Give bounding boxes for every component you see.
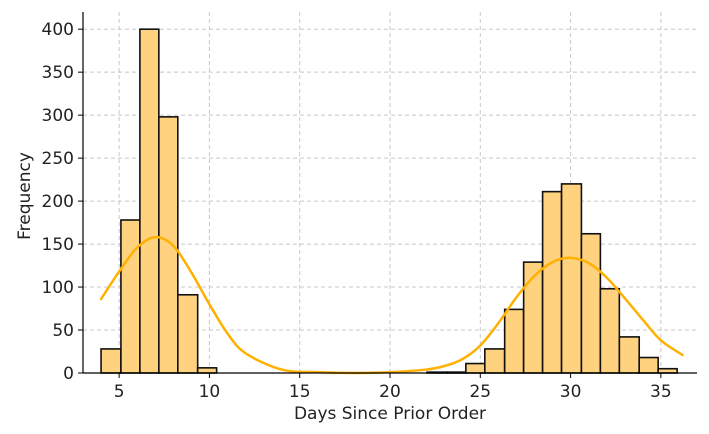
density-curve-line xyxy=(99,235,684,375)
y-tick-label: 200 xyxy=(42,192,74,212)
y-tick-label: 300 xyxy=(42,106,74,126)
histogram-bar xyxy=(618,336,641,374)
x-tick-label: 35 xyxy=(650,382,672,402)
x-axis-title: Days Since Prior Order xyxy=(294,404,486,424)
y-tick-label: 250 xyxy=(42,149,74,169)
histogram-bar xyxy=(560,183,583,374)
y-tick-label: 50 xyxy=(52,321,74,341)
histogram-bar xyxy=(139,28,160,374)
histogram-bar xyxy=(638,356,659,374)
x-tick-label: 10 xyxy=(199,382,221,402)
x-tick-label: 5 xyxy=(114,382,125,402)
y-tick-label: 150 xyxy=(42,235,74,255)
histogram-bar xyxy=(657,367,678,374)
y-tick-label: 350 xyxy=(42,63,74,83)
histogram-bar xyxy=(465,362,486,374)
y-tick-label: 0 xyxy=(63,364,74,384)
y-axis-title: Frequency xyxy=(15,152,35,240)
y-tick-label: 100 xyxy=(42,278,74,298)
x-tick-label: 15 xyxy=(289,382,311,402)
x-tick-label: 20 xyxy=(379,382,401,402)
histogram-bar xyxy=(484,348,506,374)
bars-layer xyxy=(100,28,678,374)
histogram-bar xyxy=(120,219,141,374)
histogram-bar xyxy=(196,367,218,374)
histogram-bar xyxy=(158,116,179,374)
density-curve-layer xyxy=(99,235,684,375)
y-tick-label: 400 xyxy=(42,20,74,40)
histogram-bar xyxy=(580,232,602,374)
axes-layer xyxy=(78,12,697,378)
x-tick-label: 25 xyxy=(469,382,491,402)
histogram-bar xyxy=(503,308,525,374)
histogram-bar xyxy=(599,287,621,374)
histogram-bar xyxy=(541,190,563,374)
x-tick-label: 30 xyxy=(560,382,582,402)
histogram-bar xyxy=(100,348,122,374)
histogram-bar xyxy=(177,293,199,374)
tick-labels-layer: 0 50 100 150 200 250 300 350 400 5 10 15 20 25 30 35 xyxy=(42,20,672,402)
